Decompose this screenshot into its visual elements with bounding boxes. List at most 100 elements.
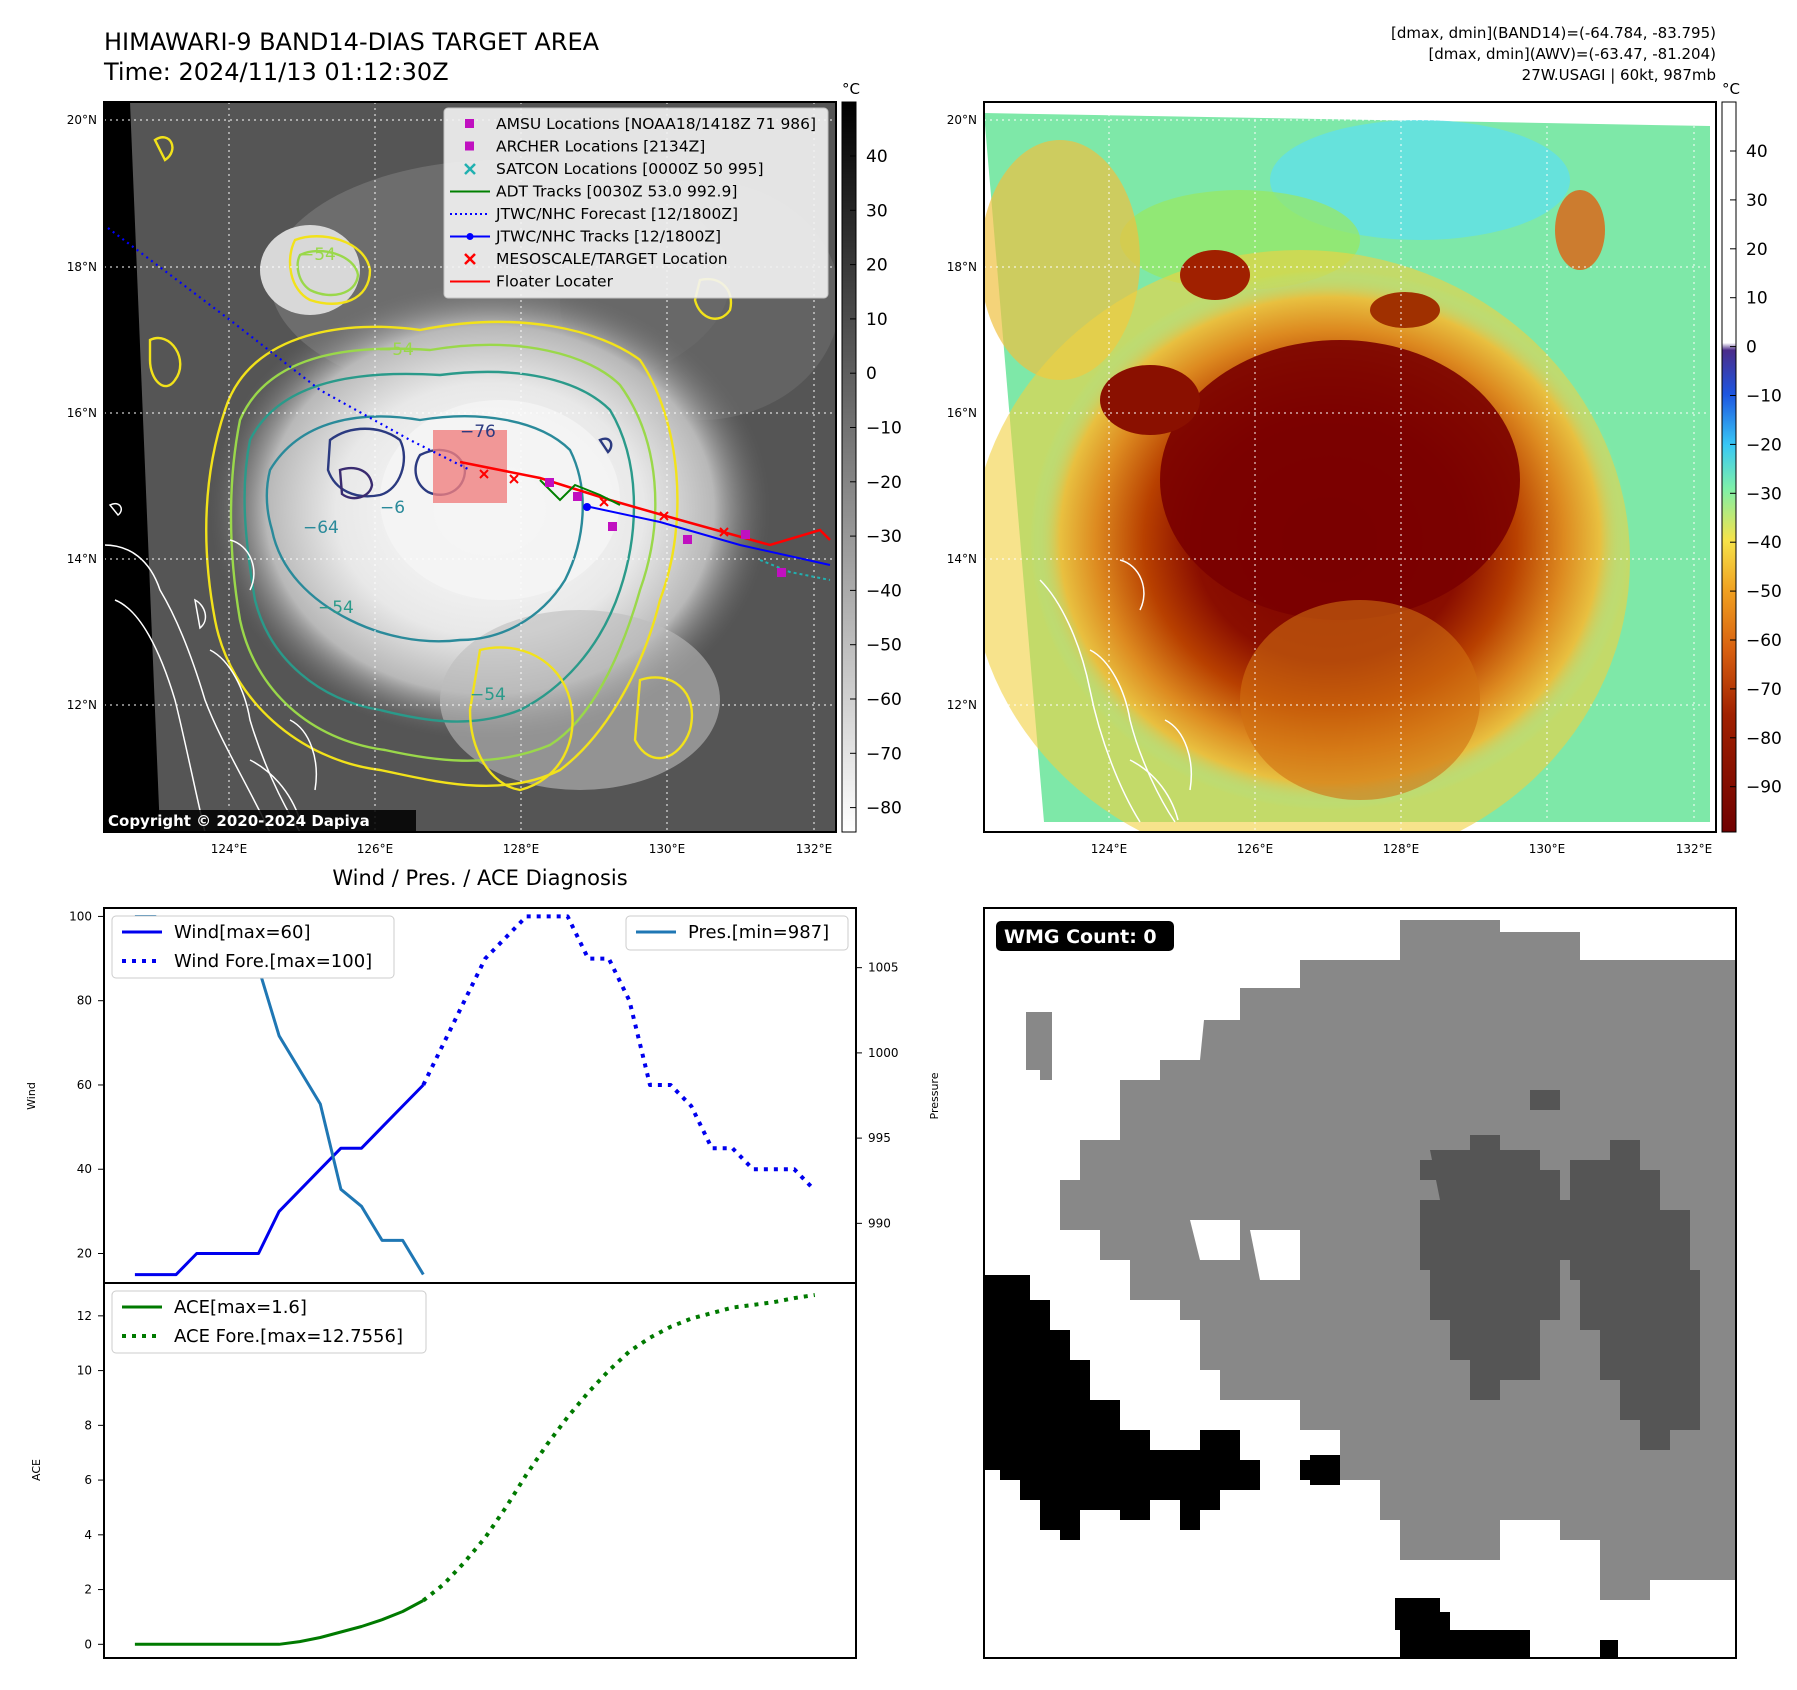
legend-label: JTWC/NHC Tracks [12/1800Z] — [495, 228, 721, 246]
legend-marker — [464, 163, 476, 175]
ir-map-legend: AMSU Locations [NOAA18/1418Z 71 986] ARCH… — [443, 107, 829, 299]
colorbar-tick-label: −50 — [1746, 582, 1782, 602]
y-tick-label: 12 — [77, 1309, 92, 1323]
ace-axis-label: ACE — [30, 1459, 43, 1481]
mesoscale-marks — [479, 469, 729, 537]
info-band14: [dmax, dmin](BAND14)=(-64.784, -83.795) — [1391, 24, 1716, 42]
colorbar-tick-label: 30 — [866, 201, 888, 221]
figure-time: Time: 2024/11/13 01:12:30Z — [103, 58, 449, 86]
lon-label: 124°E — [211, 842, 248, 856]
colorbar-tick-label: −20 — [866, 473, 902, 493]
lon-label: 124°E — [1091, 842, 1128, 856]
wmg-count-badge — [996, 921, 1174, 951]
wmg-black-region — [984, 1275, 1618, 1658]
y2-tick-label: 990 — [868, 1216, 891, 1230]
colorbar-tick-label: −50 — [866, 636, 902, 656]
wind-legend: Wind[max=60] Wind Fore.[max=100] — [111, 915, 395, 979]
copyright-box — [104, 810, 416, 832]
contour-label: −54 — [378, 340, 414, 360]
colorbar-tick-label: −20 — [1746, 435, 1782, 455]
jtwc-track — [589, 506, 831, 566]
lat-label: 12°N — [67, 698, 97, 712]
pressure-legend: Pres.[min=987] — [625, 915, 849, 951]
y-tick-label: 8 — [84, 1418, 92, 1432]
colorbar-tick-label: 10 — [866, 310, 888, 330]
y-tick-label: 100 — [69, 909, 92, 923]
colorbar-tick-label: 20 — [866, 256, 888, 276]
colorbar-tick-label: −70 — [1746, 680, 1782, 700]
ace-chart: ACE 0 2 4 6 8 10 12 ACE[max=1.6] ACE Fore.[max… — [30, 1282, 857, 1659]
enh-colorbar-ticks: 40 30 20 10 0 −10 −20 −30 −40 −50 −60 −70 −80 −90 — [1730, 142, 1782, 798]
enh-colorbar-unit: °C — [1722, 80, 1740, 98]
contour-label: −54 — [318, 598, 354, 618]
legend-label: ACE Fore.[max=12.7556] — [174, 1326, 403, 1347]
lon-label: 130°E — [649, 842, 686, 856]
colorbar-tick-label: 40 — [1746, 142, 1768, 162]
legend-label: ADT Tracks [0030Z 53.0 992.9] — [496, 183, 737, 201]
legend-label: AMSU Locations [NOAA18/1418Z 71 986] — [496, 115, 816, 133]
y-tick-label: 20 — [77, 1247, 92, 1261]
colorbar-tick-label: 30 — [1746, 191, 1768, 211]
y-tick-label: 6 — [84, 1473, 92, 1487]
enhanced-map-panel: 20°N 18°N 16°N 14°N 12°N 124°E 126°E 128… — [947, 80, 1782, 856]
info-awv: [dmax, dmin](AWV)=(-63.47, -81.204) — [1428, 45, 1716, 63]
legend-label: Pres.[min=987] — [688, 922, 829, 943]
series-line — [134, 1599, 425, 1646]
legend-label: ACE[max=1.6] — [174, 1297, 307, 1318]
legend-marker — [465, 119, 474, 128]
colorbar-tick-label: 10 — [1746, 289, 1768, 309]
series-line — [134, 1083, 425, 1277]
colorbar-tick-label: −90 — [1746, 778, 1782, 798]
series-line — [422, 1293, 816, 1603]
copyright-text: Copyright © 2020-2024 Dapiya — [108, 812, 370, 830]
colorbar-tick-label: −40 — [866, 581, 902, 601]
satcon-track — [759, 559, 831, 581]
y-tick-label: 60 — [77, 1078, 92, 1092]
enh-map-frame — [983, 101, 1717, 833]
lon-label: 128°E — [503, 842, 540, 856]
lat-label: 20°N — [947, 113, 977, 127]
y-tick-label: 80 — [77, 994, 92, 1008]
colorbar-tick-label: −60 — [866, 690, 902, 710]
enh-colorbar — [1721, 101, 1737, 833]
floater-locater-line — [459, 460, 831, 547]
pressure-axis-label: Pressure — [928, 1072, 941, 1119]
legend-marker — [464, 253, 476, 265]
colorbar-tick-label: −70 — [866, 744, 902, 764]
legend-label: Wind Fore.[max=100] — [174, 951, 372, 972]
wmg-light-region — [1026, 920, 1736, 1600]
colorbar-tick-label: −10 — [1746, 387, 1782, 407]
y2-tick-label: 1005 — [868, 961, 899, 975]
lat-label: 14°N — [947, 552, 977, 566]
contour-label: −64 — [303, 518, 339, 538]
ir-map-panel: −54 −76 −64 −54 −54 −54 −6 Copyright © 2… — [67, 80, 902, 856]
legend-marker — [465, 141, 474, 151]
mesoscale-target-box — [433, 430, 507, 503]
legend-marker — [466, 233, 474, 240]
y-tick-label: 2 — [84, 1583, 92, 1597]
wind-pressure-chart: Wind Pressure 20 40 60 80 100 990 995 1000 1005… — [25, 907, 941, 1284]
info-storm: 27W.USAGI | 60kt, 987mb — [1522, 66, 1716, 84]
contour-label: −6 — [380, 498, 405, 518]
colorbar-tick-label: −10 — [866, 419, 902, 439]
wind-axis-label: Wind — [25, 1082, 38, 1110]
ir-contours — [148, 136, 733, 792]
contour-label: −54 — [470, 685, 506, 705]
ir-colorbar — [841, 101, 857, 833]
contour-labels: −54 −76 −64 −54 −54 −54 −6 — [300, 245, 506, 705]
y2-tick-label: 1000 — [868, 1046, 899, 1060]
jtwc-track-point — [583, 503, 591, 511]
pressure-axis-ticks: 990 995 1000 1005 — [856, 961, 899, 1230]
lon-label: 132°E — [796, 842, 833, 856]
y-tick-label: 10 — [77, 1364, 92, 1378]
figure-title: HIMAWARI-9 BAND14-DIAS TARGET AREA — [104, 28, 600, 56]
series-line — [421, 914, 817, 1192]
y-tick-label: 40 — [77, 1162, 92, 1176]
lon-label: 126°E — [1237, 842, 1274, 856]
lat-label: 16°N — [67, 406, 97, 420]
y-tick-label: 0 — [84, 1637, 92, 1651]
lat-label: 16°N — [947, 406, 977, 420]
ir-colorbar-ticks: 40 30 20 10 0 −10 −20 −30 −40 −50 −60 −70 −80 — [850, 147, 902, 819]
y-tick-label: 4 — [84, 1528, 92, 1542]
lon-label: 126°E — [357, 842, 394, 856]
